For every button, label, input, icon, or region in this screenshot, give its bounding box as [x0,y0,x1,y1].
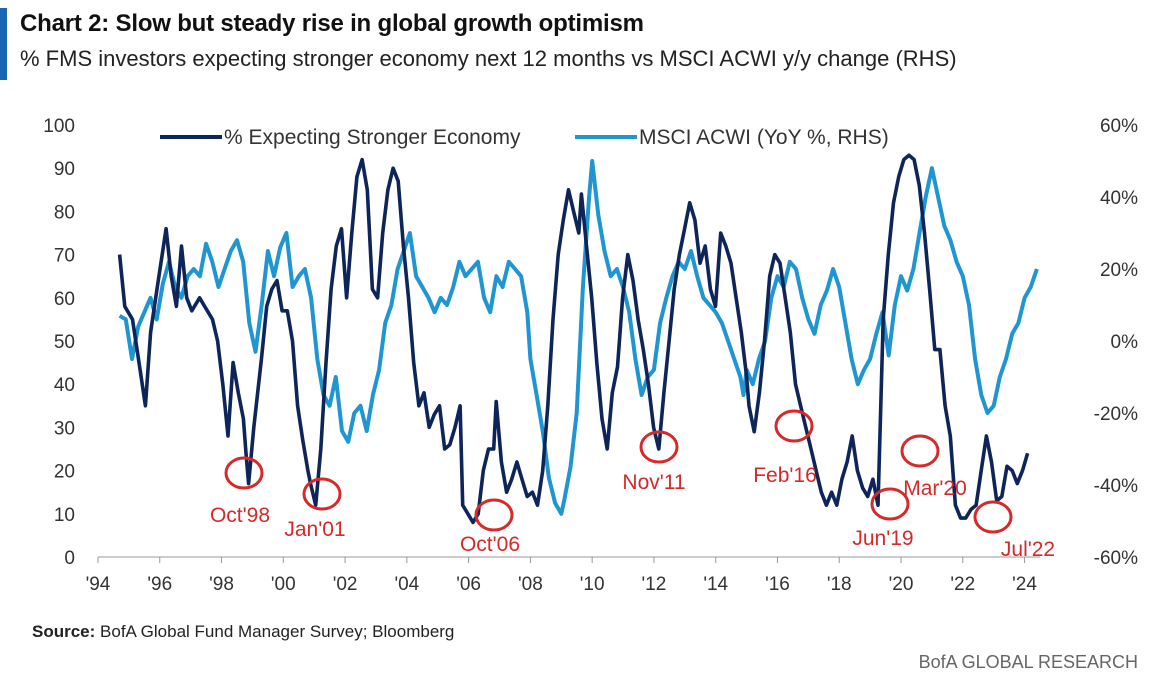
annotation-label: Oct'06 [460,533,520,556]
y-left-tick-label: 20 [54,462,75,483]
x-tick-label: '16 [765,574,790,595]
x-tick-label: '18 [827,574,852,595]
legend-label-msci-acwi: MSCI ACWI (YoY %, RHS) [639,126,889,149]
series-line-expecting-stronger-economy [117,153,1030,525]
y-right-tick-label: -60% [1094,548,1138,569]
x-tick-label: '08 [518,574,543,595]
x-tick-label: '24 [1012,574,1037,595]
annotation-label: Nov'11 [622,471,685,494]
annotation-circle [900,434,940,468]
legend-label-expecting-stronger-economy: % Expecting Stronger Economy [224,126,521,149]
y-left-tick-label: 50 [54,332,75,353]
chart-title: Chart 2: Slow but steady rise in global … [20,10,644,37]
annotation-circle [973,500,1013,534]
y-left-tick-label: 30 [54,418,75,439]
x-tick-label: '12 [642,574,667,595]
source-label: Source: [32,622,96,641]
annotation-circle [302,477,342,511]
brand-label: BofA GLOBAL RESEARCH [918,652,1138,672]
y-right-tick-label: 0% [1111,332,1139,353]
y-left-tick-label: 70 [54,246,75,267]
annotation-circle [870,487,910,521]
annotation-label: Jan'01 [284,518,345,541]
y-left-tick-label: 0 [64,548,75,569]
x-tick-label: '96 [147,574,172,595]
y-right-tick-label: -40% [1094,476,1138,497]
annotation-circle [224,456,264,490]
chart-subtitle: % FMS investors expecting stronger econo… [20,46,957,71]
y-left-tick-label: 80 [54,202,75,223]
x-tick-label: '04 [394,574,419,595]
x-tick-label: '14 [703,574,728,595]
x-tick-label: '98 [209,574,234,595]
y-right-tick-label: 40% [1100,188,1138,209]
annotation-label: Jun'19 [852,527,913,550]
y-left-tick-label: 90 [54,159,75,180]
source-note: Source: BofA Global Fund Manager Survey;… [32,622,454,642]
x-tick-label: '10 [580,574,605,595]
x-tick-label: '20 [889,574,914,595]
y-left-tick-label: 100 [43,116,75,137]
y-left-tick-label: 60 [54,289,75,310]
annotation-circle [474,498,514,532]
annotation-label: Oct'98 [210,504,270,527]
annotation-circle [639,430,679,464]
series-line-msci-acwi [118,159,1039,516]
y-left-tick-label: 10 [54,505,75,526]
annotation-label: Mar'20 [903,477,967,500]
x-tick-label: '02 [333,574,358,595]
y-right-tick-label: 60% [1100,116,1138,137]
title-accent-bar [0,8,7,80]
x-tick-label: '94 [86,574,111,595]
y-right-tick-label: -20% [1094,404,1138,425]
source-text: BofA Global Fund Manager Survey; Bloombe… [100,622,455,641]
chart-canvas: '94 '96 '98 '00 '02 '04 '06 '08 '10 '12 '14 '16 '18 '… [43,116,1139,595]
y-right-tick-label: 20% [1100,260,1138,281]
x-tick-label: '22 [950,574,975,595]
x-tick-label: '00 [271,574,296,595]
annotation-circle [774,409,814,443]
y-left-tick-label: 40 [54,375,75,396]
annotation-label: Jul'22 [1001,538,1055,561]
x-tick-label: '06 [456,574,481,595]
annotation-label: Feb'16 [753,464,817,487]
